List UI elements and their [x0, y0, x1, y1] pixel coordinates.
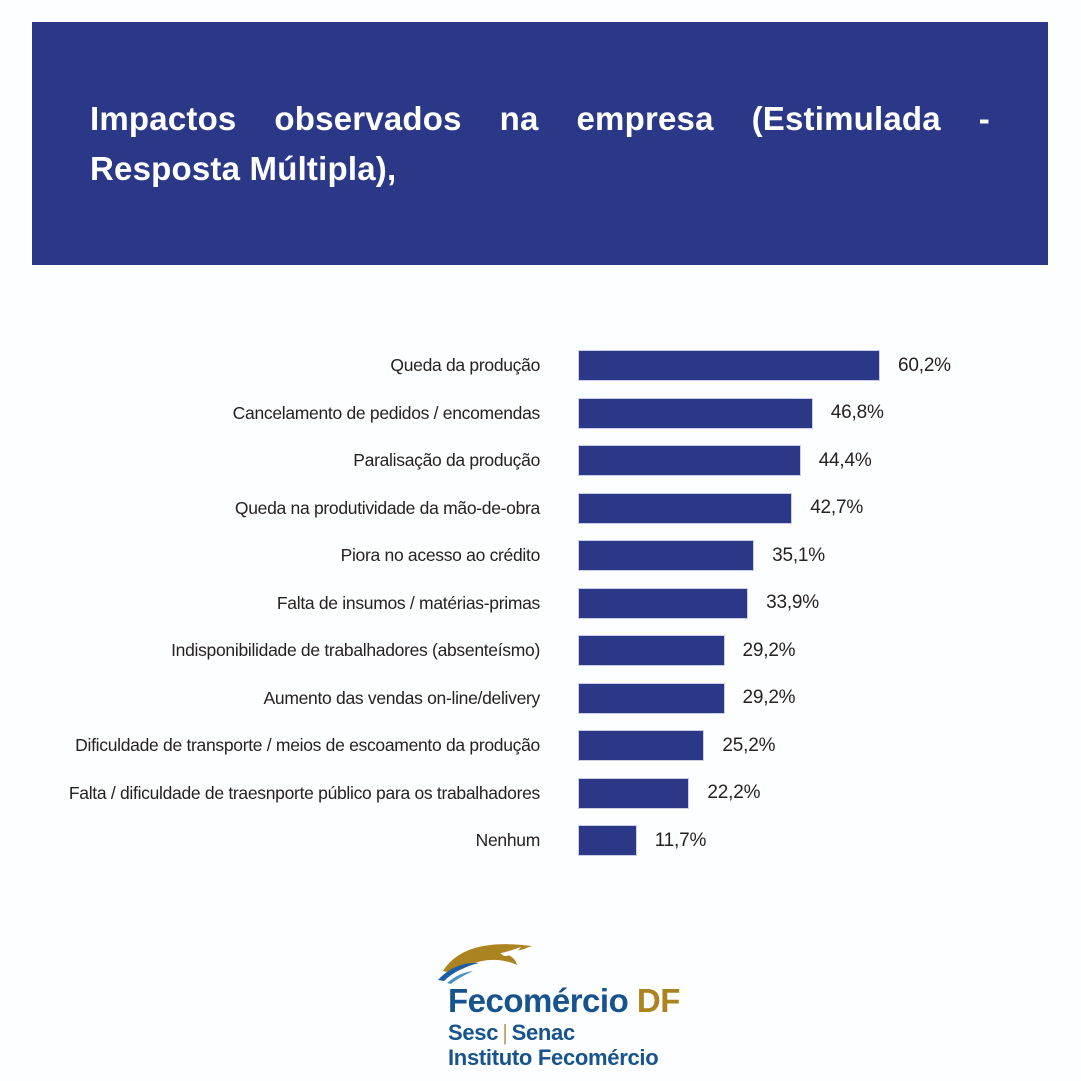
- value-label: 11,7%: [654, 829, 707, 851]
- logo-instituto: Instituto Fecomércio: [448, 1045, 659, 1070]
- value-label: 60,2%: [898, 354, 951, 376]
- logo-brand-df: DF: [636, 982, 681, 1019]
- value-label: 29,2%: [742, 687, 796, 709]
- category-label: Paralisação da produção: [353, 450, 540, 471]
- value-label: 22,2%: [707, 782, 761, 804]
- bar-chart: Queda da produção 60,2% Cancelamento de pe…: [30, 342, 1050, 865]
- page-title-line1: Impactos observados na empresa (Estimula…: [90, 100, 990, 137]
- logo-senac: Senac: [511, 1020, 576, 1045]
- category-label: Queda na produtividade da mão-de-obra: [234, 497, 540, 518]
- value-label: 33,9%: [766, 592, 819, 614]
- logo-brand-text: Fecomércio DF: [448, 982, 680, 1020]
- value-label: 29,2%: [742, 639, 796, 661]
- bar-and-value: 60,2%: [578, 350, 951, 382]
- value-label: 35,1%: [772, 544, 825, 566]
- chart-row: Piora no acesso ao crédito 35,1%: [30, 532, 1050, 580]
- fecomercio-logo: Fecomércio DF Sesc | Senac Instituto Fecom…: [435, 940, 680, 1070]
- chart-row: Aumento das vendas on-line/delivery 29,2%: [30, 675, 1050, 723]
- chart-row: Cancelamento de pedidos / encomendas 46,8…: [30, 390, 1050, 438]
- category-label: Queda da produção: [390, 355, 540, 376]
- bar: [578, 492, 793, 524]
- title-banner: Impactos observados na empresa (Estimula…: [32, 22, 1048, 265]
- fecomercio-swoosh-icon: [438, 944, 532, 984]
- bar: [578, 730, 705, 762]
- value-label: 42,7%: [810, 497, 864, 519]
- category-label: Cancelamento de pedidos / encomendas: [232, 402, 541, 423]
- bar-and-value: 29,2%: [578, 635, 796, 667]
- logo-brand-fecomercio: Fecomércio: [448, 982, 629, 1019]
- bar: [578, 777, 690, 809]
- category-label: Dificuldade de transporte / meios de esc…: [75, 735, 540, 756]
- bar: [578, 635, 725, 667]
- category-label: Piora no acesso ao crédito: [340, 545, 541, 566]
- chart-row: Dificuldade de transporte / meios de esc…: [30, 722, 1050, 770]
- chart-row: Queda na produtividade da mão-de-obra 42,…: [30, 485, 1050, 533]
- bar: [578, 540, 755, 572]
- bar-and-value: 35,1%: [578, 540, 825, 572]
- bar-and-value: 29,2%: [578, 682, 796, 714]
- logo-separator: |: [502, 1020, 508, 1045]
- bar-and-value: 33,9%: [578, 587, 819, 619]
- chart-row: Falta de insumos / matérias-primas 33,9%: [30, 580, 1050, 628]
- bar-and-value: 22,2%: [578, 777, 761, 809]
- bar: [578, 397, 813, 429]
- bar: [578, 682, 725, 714]
- value-label: 46,8%: [830, 402, 884, 424]
- logo-sesc-senac: Sesc | Senac: [448, 1020, 665, 1045]
- category-label: Aumento das vendas on-line/delivery: [263, 687, 541, 708]
- bar: [578, 587, 749, 619]
- chart-row: Paralisação da produção 44,4%: [30, 437, 1050, 485]
- bar: [578, 350, 880, 382]
- category-label: Falta / dificuldade de traesnporte públi…: [68, 782, 540, 803]
- bar-and-value: 25,2%: [578, 730, 776, 762]
- chart-row: Indisponibilidade de trabalhadores (abse…: [30, 627, 1050, 675]
- bar: [578, 445, 801, 477]
- chart-row: Nenhum 11,7%: [30, 817, 1050, 865]
- bar-and-value: 46,8%: [578, 397, 884, 429]
- category-label: Nenhum: [475, 830, 541, 851]
- page-title-line2: Resposta Múltipla),: [90, 150, 397, 187]
- bar-and-value: 44,4%: [578, 445, 872, 477]
- value-label: 44,4%: [818, 449, 872, 471]
- category-label: Falta de insumos / matérias-primas: [276, 592, 540, 613]
- bar-and-value: 42,7%: [578, 492, 864, 524]
- chart-row: Queda da produção 60,2%: [30, 342, 1050, 390]
- category-label: Indisponibilidade de trabalhadores (abse…: [171, 640, 540, 661]
- chart-rows: Queda da produção 60,2% Cancelamento de pe…: [30, 342, 1050, 865]
- chart-row: Falta / dificuldade de traesnporte públi…: [30, 770, 1050, 818]
- logo-sesc: Sesc: [448, 1020, 499, 1045]
- bar-and-value: 11,7%: [578, 825, 707, 857]
- value-label: 25,2%: [722, 734, 776, 756]
- bar: [578, 825, 637, 857]
